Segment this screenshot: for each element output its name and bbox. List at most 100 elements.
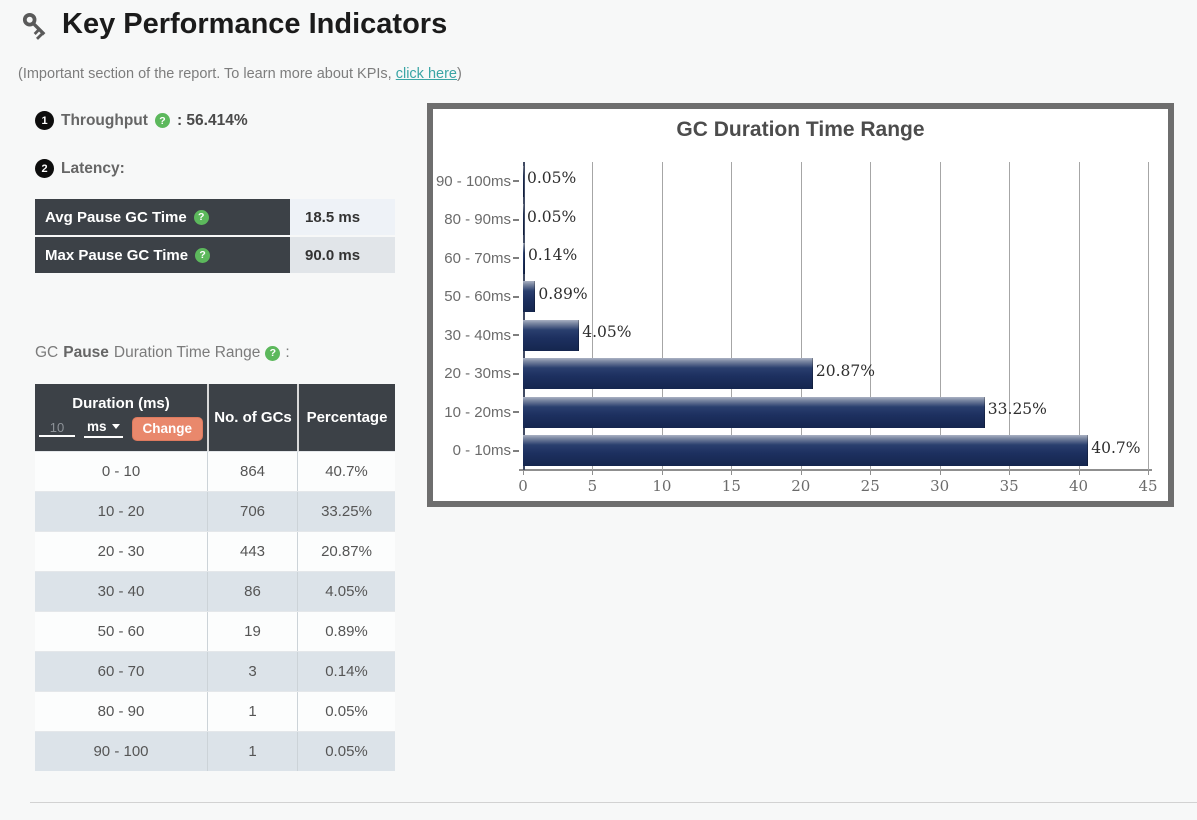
- table-cell: 19: [207, 612, 297, 651]
- x-tick-mark: [1078, 470, 1080, 475]
- table-cell: 0.05%: [297, 732, 395, 771]
- bar: [523, 281, 536, 313]
- throughput-value: : 56.414%: [176, 111, 248, 129]
- table-row: 30 - 40 86 4.05%: [35, 571, 395, 611]
- gridline: [1009, 162, 1011, 470]
- bar: [523, 435, 1089, 467]
- bar-value-label: 0.05%: [527, 207, 577, 226]
- chart-bar-row: 10 - 20ms 33.25%: [433, 393, 1148, 432]
- latency-row: Max Pause GC Time? 90.0 ms: [35, 237, 395, 273]
- change-button[interactable]: Change: [131, 416, 204, 441]
- percentage-col-header: Percentage: [297, 384, 395, 451]
- throughput-label: Throughput: [61, 111, 148, 129]
- duration-table-body: 0 - 10 864 40.7% 10 - 20 706 33.25% 20 - 30 443…: [35, 451, 395, 771]
- latency-help-icon[interactable]: ?: [193, 209, 209, 225]
- y-axis-label: 10 - 20ms: [444, 403, 511, 421]
- table-row: 60 - 70 3 0.14%: [35, 651, 395, 691]
- table-cell: 864: [207, 452, 297, 491]
- x-tick-label: 35: [999, 477, 1019, 495]
- latency-row: Avg Pause GC Time? 18.5 ms: [35, 199, 395, 235]
- y-tick-mark: [513, 411, 519, 414]
- table-cell: 3: [207, 652, 297, 691]
- no-of-gcs-col-header: No. of GCs: [207, 384, 297, 451]
- chart-bar-row: 0 - 10ms 40.7%: [433, 432, 1148, 471]
- gc-pause-heading: GC Pause Duration Time Range ? :: [35, 344, 290, 362]
- bar: [523, 204, 524, 236]
- chart-inner: GC Duration Time Range 90 - 100ms 0.05% 80…: [433, 118, 1168, 510]
- table-cell: 10 - 20: [97, 503, 145, 520]
- unit-select-value: ms: [86, 419, 107, 434]
- kpi-learn-more-link[interactable]: click here: [395, 66, 457, 82]
- gc-pause-prefix: GC: [35, 344, 59, 361]
- table-cell: 1: [207, 732, 297, 771]
- chart-title: GC Duration Time Range: [676, 118, 925, 141]
- latency-row-label: Avg Pause GC Time?: [35, 199, 290, 235]
- subtitle-suffix: ): [456, 66, 462, 82]
- key-icon: [22, 12, 46, 40]
- bar: [523, 396, 985, 428]
- gc-pause-help-icon[interactable]: ?: [265, 345, 281, 361]
- gridline: [592, 162, 594, 470]
- x-tick-label: 25: [860, 477, 880, 495]
- x-tick-mark: [731, 470, 733, 475]
- bar-track: 0.89%: [523, 278, 1148, 317]
- y-tick-mark: [513, 449, 519, 452]
- x-tick-mark: [939, 470, 941, 475]
- bar: [523, 165, 524, 197]
- gridline: [1148, 162, 1149, 470]
- bar-value-label: 20.87%: [815, 361, 875, 380]
- table-row: 10 - 20 706 33.25%: [35, 491, 395, 531]
- y-axis-label: 60 - 70ms: [444, 249, 511, 267]
- table-cell: 80 - 90: [97, 703, 145, 720]
- duration-bucket-input[interactable]: [38, 420, 75, 437]
- duration-table: Duration (ms) ms Change No. of GCs Perce…: [35, 384, 395, 771]
- y-tick-mark: [513, 218, 519, 221]
- table-cell: 40.7%: [297, 452, 395, 491]
- latency-help-icon[interactable]: ?: [195, 247, 211, 263]
- bar: [523, 358, 813, 390]
- latency-row-value: 90.0 ms: [290, 237, 395, 273]
- throughput-help-icon[interactable]: ?: [154, 113, 170, 128]
- bar: [523, 319, 580, 351]
- x-tick-label: 0: [518, 477, 528, 495]
- page-header: Key Performance Indicators: [20, 8, 447, 41]
- x-tick-mark: [870, 470, 872, 475]
- latency-row-value: 18.5 ms: [290, 199, 395, 235]
- y-tick-mark: [513, 372, 519, 375]
- x-tick-label: 20: [791, 477, 811, 495]
- x-tick-mark: [1148, 470, 1149, 475]
- chart-bar-row: 50 - 60ms 0.89%: [433, 278, 1148, 317]
- bar-track: 20.87%: [523, 355, 1148, 394]
- chart-x-axis: 0 5 10 15 20 25 30 35 40 45: [518, 470, 1158, 510]
- gridline: [800, 162, 802, 470]
- x-tick-label: 5: [587, 477, 598, 495]
- chart-bar-row: 30 - 40ms 4.05%: [433, 316, 1148, 355]
- table-row: 20 - 30 443 20.87%: [35, 531, 395, 571]
- table-cell: 4.05%: [297, 572, 395, 611]
- bar-value-label: 33.25%: [987, 400, 1047, 419]
- bar-track: 4.05%: [523, 316, 1148, 355]
- table-cell: 60 - 70: [97, 663, 145, 680]
- bar-value-label: 4.05%: [582, 323, 632, 342]
- y-axis-label: 90 - 100ms: [435, 172, 511, 190]
- x-tick-label: 40: [1069, 477, 1089, 495]
- subtitle: (Important section of the report. To lea…: [18, 66, 462, 82]
- table-row: 90 - 100 1 0.05%: [35, 731, 395, 771]
- latency-line: 2 Latency:: [35, 159, 125, 178]
- chart-bar-row: 20 - 30ms 20.87%: [433, 355, 1148, 394]
- table-cell: 20.87%: [297, 532, 395, 571]
- unit-select[interactable]: ms: [83, 419, 123, 438]
- table-cell: 90 - 100: [93, 743, 149, 760]
- x-tick-label: 30: [930, 477, 950, 495]
- gridline: [731, 162, 733, 470]
- y-tick-mark: [513, 180, 519, 183]
- chart-bar-row: 80 - 90ms 0.05%: [433, 201, 1148, 240]
- x-tick-mark: [661, 470, 663, 475]
- bar-track: 0.05%: [523, 162, 1148, 201]
- y-axis-label: 50 - 60ms: [444, 288, 511, 306]
- bar-track: 40.7%: [523, 432, 1148, 471]
- x-tick-mark: [1009, 470, 1011, 475]
- duration-col-header: Duration (ms) ms Change: [35, 384, 207, 451]
- chart-baseline: [519, 469, 1152, 471]
- latency-metric-name: Max Pause GC Time: [45, 246, 189, 264]
